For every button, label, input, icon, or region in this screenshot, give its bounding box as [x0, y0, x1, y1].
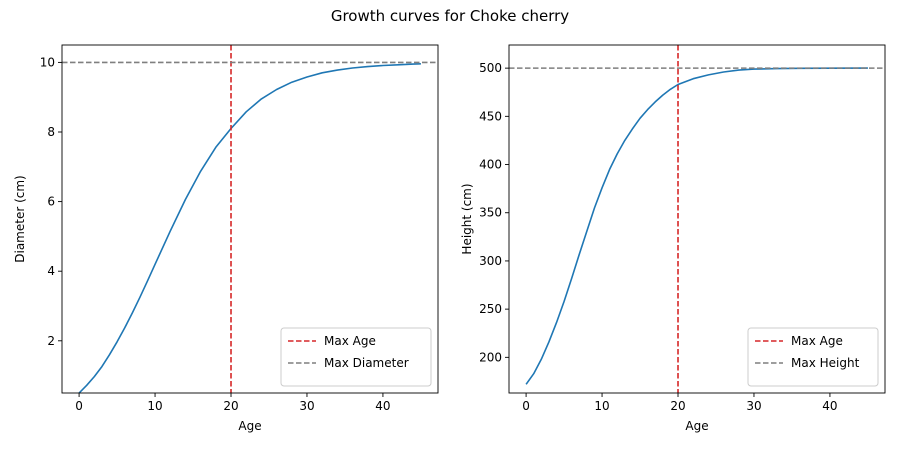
y-tick-label: 350 [479, 206, 502, 220]
y-tick-label: 10 [40, 55, 55, 69]
plot-area [62, 45, 438, 393]
x-axis-label: Age [238, 419, 261, 433]
y-tick-label: 250 [479, 302, 502, 316]
legend: Max Age Max Diameter [280, 327, 432, 387]
y-tick-label: 2 [47, 334, 55, 348]
x-tick-label: 20 [223, 399, 238, 413]
x-tick-label: 0 [75, 399, 83, 413]
axes-frame [508, 44, 886, 394]
x-tick-label: 30 [299, 399, 314, 413]
y-tick-label: 8 [47, 125, 55, 139]
x-axis-label: Age [685, 419, 708, 433]
x-tick-label: 30 [746, 399, 761, 413]
y-tick-label: 400 [479, 158, 502, 172]
height-chart: 0 10 20 30 40 200 250 300 350 400 450 500 Age Height … [460, 44, 886, 433]
x-tick-label: 40 [375, 399, 390, 413]
growth-curve [78, 63, 421, 393]
x-tick-label: 20 [670, 399, 685, 413]
y-tick-label: 500 [479, 61, 502, 75]
legend-box [280, 327, 432, 387]
y-tick-label: 4 [47, 264, 55, 278]
axes-frame [61, 44, 439, 394]
figure-title: Growth curves for Choke cherry [331, 7, 569, 25]
y-axis-label: Height (cm) [460, 183, 474, 254]
y-axis-label: Diameter (cm) [13, 175, 27, 263]
legend-label: Max Age [324, 334, 376, 348]
legend: Max Age Max Height [747, 327, 879, 387]
y-tick-label: 6 [47, 195, 55, 209]
x-tick-label: 40 [822, 399, 837, 413]
plot-area [509, 45, 885, 393]
x-tick-label: 10 [147, 399, 162, 413]
legend-label: Max Diameter [324, 356, 409, 370]
legend-label: Max Age [791, 334, 843, 348]
y-tick-label: 300 [479, 254, 502, 268]
legend-box [747, 327, 879, 387]
y-tick-label: 450 [479, 109, 502, 123]
x-tick-label: 10 [594, 399, 609, 413]
legend-label: Max Height [791, 356, 860, 370]
x-tick-label: 0 [522, 399, 530, 413]
growth-curve [525, 67, 868, 385]
y-tick-label: 200 [479, 350, 502, 364]
